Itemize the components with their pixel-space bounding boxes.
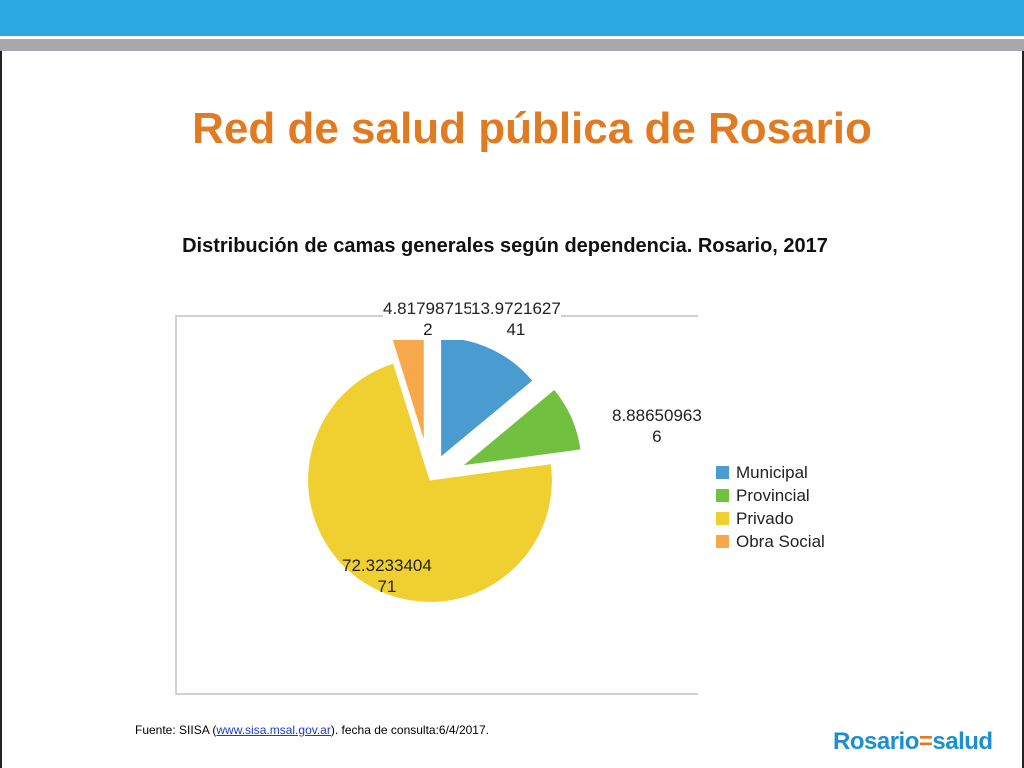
data-label-privado: 72.3233404 71 [342, 556, 432, 596]
slide-frame-left [0, 51, 2, 768]
logo-equals: = [918, 728, 933, 755]
top-color-bar [0, 0, 1024, 36]
legend-label: Municipal [736, 462, 808, 482]
legend-item-municipal: Municipal [716, 461, 825, 484]
slide-frame-right [1022, 51, 1024, 768]
pie-slice-privado [307, 362, 553, 603]
legend-item-obra-social: Obra Social [716, 530, 825, 553]
legend-label: Provincial [736, 485, 810, 505]
chart-legend: Municipal Provincial Privado Obra Social [716, 461, 825, 553]
legend-item-provincial: Provincial [716, 484, 825, 507]
legend-swatch [716, 535, 729, 548]
data-label-municipal: 13.9721627 41 [471, 298, 561, 340]
pie-slice-provincial [460, 388, 582, 467]
rosario-salud-logo: Rosario=salud [833, 728, 993, 756]
logo-text-rosario: Rosario [833, 728, 919, 755]
legend-item-privado: Privado [716, 507, 825, 530]
legend-label: Obra Social [736, 531, 825, 551]
legend-label: Privado [736, 508, 794, 528]
logo-text-salud: salud [932, 728, 993, 755]
legend-swatch [716, 512, 729, 525]
source-link[interactable]: www.sisa.msal.gov.ar [216, 723, 331, 737]
data-label-obra-social: 4.81798715 2 [383, 298, 473, 340]
source-note: Fuente: SIISA (www.sisa.msal.gov.ar). fe… [135, 723, 489, 737]
top-gray-stripe [0, 39, 1024, 51]
legend-swatch [716, 489, 729, 502]
data-label-provincial: 8.88650963 6 [612, 405, 702, 447]
legend-swatch [716, 466, 729, 479]
chart-title: Distribución de camas generales según de… [182, 235, 828, 257]
source-prefix: Fuente: SIISA ( [135, 723, 217, 737]
slide-title: Red de salud pública de Rosario [192, 104, 872, 153]
source-suffix: ). fecha de consulta:6/4/2017. [330, 723, 489, 737]
